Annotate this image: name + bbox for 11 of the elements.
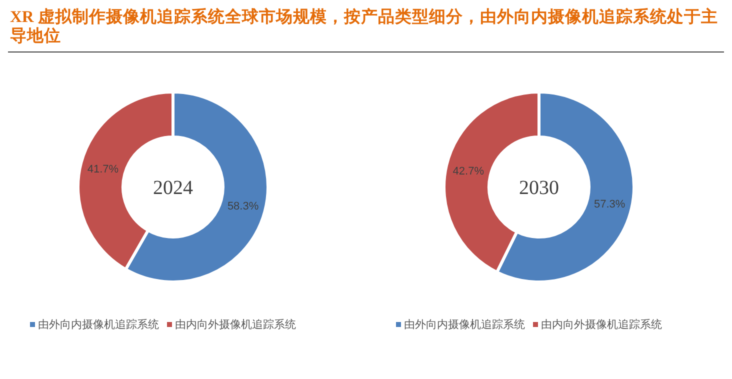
data-label: 58.3%	[227, 200, 259, 213]
legend-label: 由外向内摄像机追踪系统	[404, 318, 525, 331]
text: 2030	[519, 177, 559, 199]
text: 2024	[153, 177, 193, 199]
data-label: 42.7%	[452, 166, 484, 178]
legend-label: 由内向外摄像机追踪系统	[175, 318, 296, 331]
legend-label: 由外向内摄像机追踪系统	[38, 318, 159, 331]
data-label: 41.7%	[87, 163, 119, 176]
data-label: 57.3%	[594, 198, 626, 210]
legend-label: 由内向外摄像机追踪系统	[541, 318, 662, 331]
text: XR 虚拟制作摄像机追踪系统全球市场规模，按产品类型细分，由外向内摄像机追踪系统处于主导地位	[10, 7, 718, 45]
